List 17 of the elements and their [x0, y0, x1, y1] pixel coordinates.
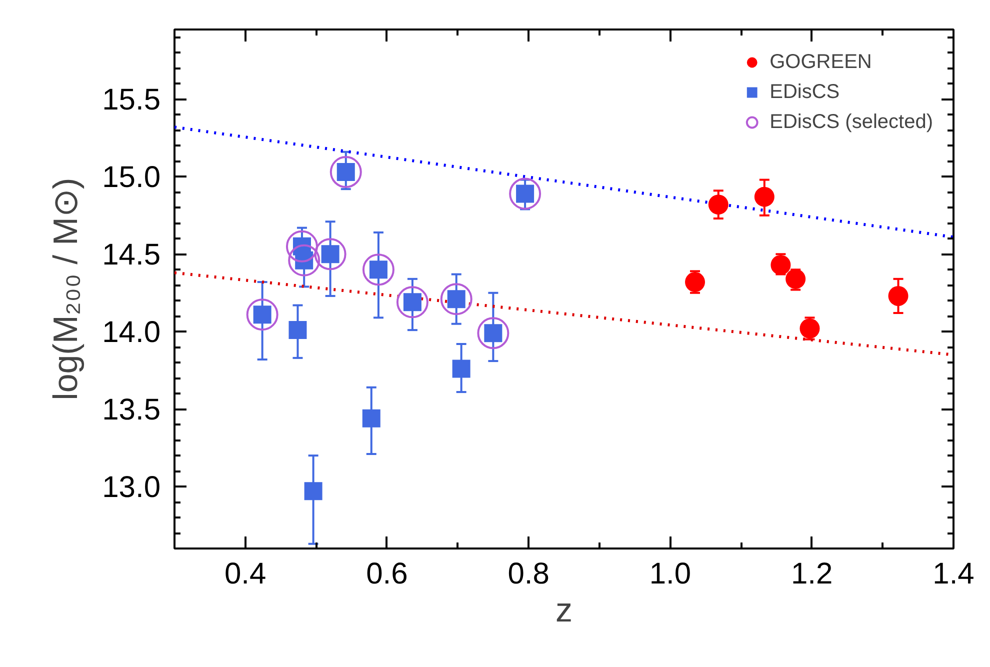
- y-tick-label: 15.5: [102, 84, 160, 117]
- x-tick-label: 0.6: [366, 558, 408, 590]
- legend-label: EDisCS: [770, 80, 840, 104]
- y-tick-label: 13.5: [102, 394, 160, 427]
- legend-label: EDisCS (selected): [770, 110, 933, 134]
- x-axis-title: z: [556, 592, 572, 630]
- y-axis-title: log(M₂₀₀ / M⊙): [47, 178, 86, 400]
- x-tick-label: 1.0: [649, 558, 692, 590]
- x-tick-label: 1.4: [932, 558, 974, 590]
- y-tick-label: 15.0: [102, 161, 160, 194]
- x-tick-label: 1.2: [791, 558, 833, 590]
- y-tick-label: 14.5: [102, 238, 160, 272]
- legend-label: GOGREEN: [770, 50, 872, 74]
- x-tick-label: 0.4: [224, 558, 266, 590]
- x-tick-label: 0.8: [508, 558, 550, 590]
- y-tick-label: 13.0: [102, 471, 160, 504]
- y-tick-label: 14.0: [102, 316, 160, 350]
